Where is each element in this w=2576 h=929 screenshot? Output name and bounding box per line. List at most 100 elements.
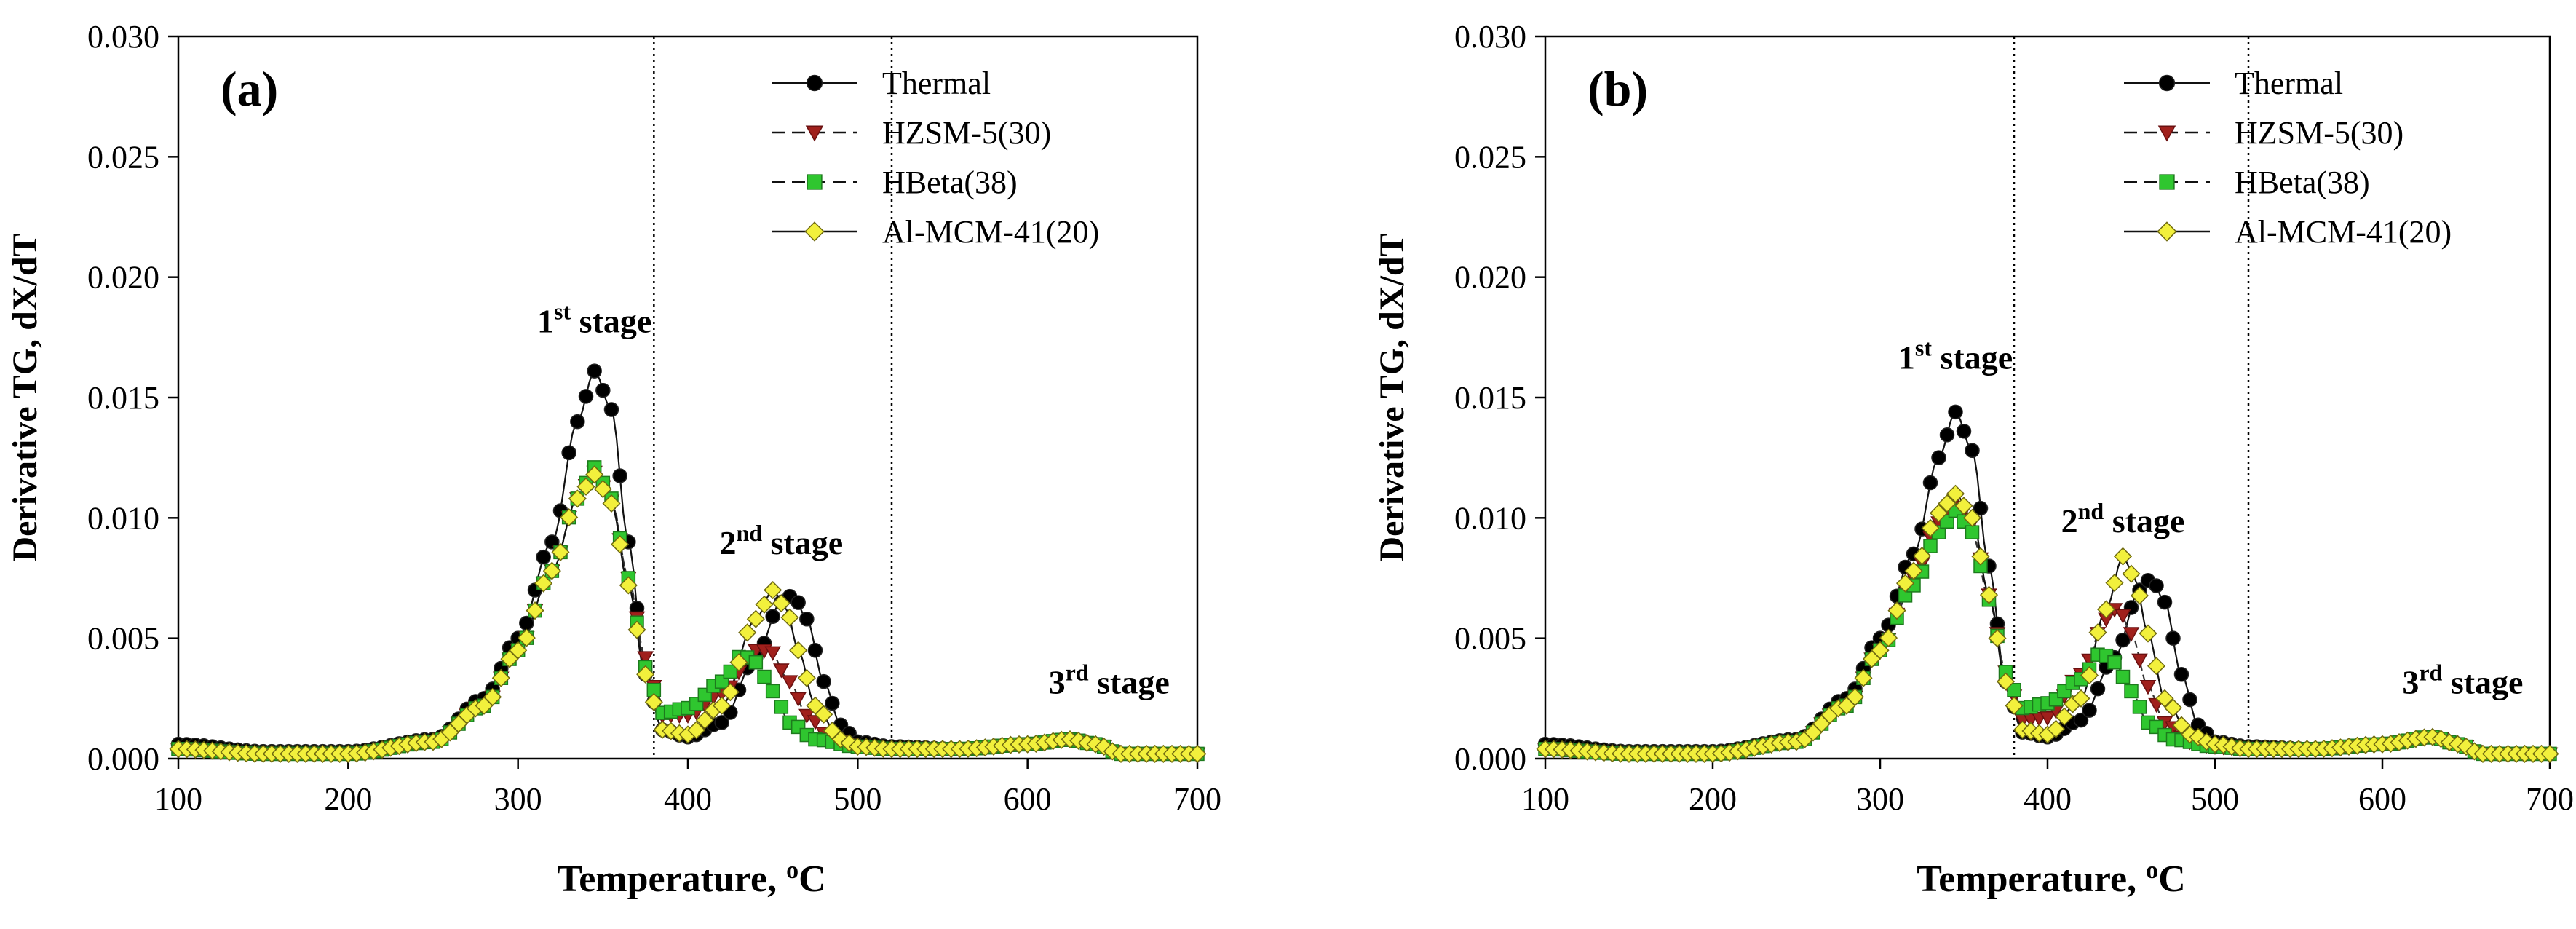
- legend-label: Al-MCM-41(20): [882, 214, 1099, 250]
- data-point: [602, 494, 621, 513]
- legend-label: HZSM-5(30): [882, 115, 1051, 151]
- data-point: [612, 468, 627, 483]
- x-tick-label: 500: [833, 781, 881, 817]
- data-point: [721, 683, 740, 702]
- x-tick-label: 100: [1521, 781, 1569, 817]
- data-point: [2139, 680, 2157, 695]
- data-point: [774, 700, 789, 714]
- legend-entry: Thermal: [2124, 66, 2343, 101]
- data-point: [534, 574, 553, 593]
- data-point: [797, 668, 816, 687]
- y-tick-label: 0.005: [1454, 621, 1526, 657]
- data-point: [2165, 630, 2181, 646]
- data-point: [723, 664, 738, 679]
- data-point: [2039, 711, 2056, 727]
- data-point: [636, 665, 655, 684]
- data-point: [1931, 450, 1946, 465]
- markers-al-mcm-41-20-: [1536, 484, 2559, 763]
- data-point: [2122, 564, 2141, 583]
- panel-label: (b): [1588, 61, 1648, 116]
- data-point: [593, 480, 612, 499]
- data-point: [517, 628, 536, 647]
- data-point: [807, 715, 824, 730]
- data-point: [1973, 500, 1989, 516]
- legend-label: HZSM-5(30): [2235, 115, 2403, 151]
- x-tick-label: 300: [494, 781, 542, 817]
- data-point: [1854, 668, 1873, 687]
- data-point: [1962, 508, 1982, 527]
- data-point: [1988, 629, 2007, 648]
- stage-annotation: 2nd stage: [719, 520, 843, 561]
- data-point: [1845, 687, 1865, 706]
- data-point: [2046, 719, 2066, 738]
- legend-label: Al-MCM-41(20): [2235, 214, 2452, 250]
- data-point: [603, 402, 619, 417]
- data-point: [595, 382, 611, 398]
- x-axis-label: Temperature, oC: [557, 857, 825, 901]
- x-tick-label: 400: [664, 781, 712, 817]
- x-tick-label: 500: [2191, 781, 2239, 817]
- data-point: [587, 363, 602, 379]
- data-point: [2182, 692, 2197, 708]
- x-tick-label: 700: [2526, 781, 2574, 817]
- data-point: [2105, 574, 2124, 593]
- data-point: [2072, 689, 2090, 708]
- data-point: [780, 608, 799, 627]
- data-point: [695, 711, 714, 730]
- legend-swatch-marker: [807, 174, 823, 190]
- panel-label: (a): [221, 61, 278, 116]
- data-point: [568, 489, 587, 508]
- legend-entry: Al-MCM-41(20): [772, 214, 1099, 250]
- data-point: [2082, 703, 2097, 718]
- data-point: [1965, 525, 1980, 539]
- data-point: [2147, 657, 2166, 676]
- data-point: [765, 684, 780, 699]
- y-tick-label: 0.020: [1454, 260, 1526, 296]
- stage-annotation: 2nd stage: [2061, 498, 2185, 539]
- data-point: [2115, 632, 2131, 648]
- data-point: [815, 705, 833, 724]
- data-point: [790, 692, 807, 707]
- data-point: [713, 696, 732, 715]
- data-point: [1954, 497, 1973, 515]
- data-point: [2090, 681, 2106, 697]
- x-tick-label: 200: [324, 781, 372, 817]
- data-point: [627, 620, 646, 639]
- data-point: [2096, 600, 2116, 619]
- data-point: [799, 611, 815, 627]
- y-tick-label: 0.000: [1454, 741, 1526, 777]
- data-point: [2073, 712, 2089, 728]
- legend-swatch-marker: [2159, 174, 2175, 190]
- data-point: [644, 692, 663, 711]
- data-point: [2172, 716, 2191, 735]
- legend: Thermal HZSM-5(30) HBeta(38) Al-MCM-41(20): [2124, 66, 2452, 250]
- data-point: [729, 653, 748, 672]
- data-point: [1939, 427, 1955, 443]
- data-point: [790, 595, 806, 610]
- data-point: [2123, 627, 2140, 642]
- data-point: [2149, 578, 2164, 593]
- data-point: [2157, 594, 2173, 610]
- legend-swatch-marker: [2157, 125, 2176, 142]
- data-point: [637, 651, 654, 666]
- data-point: [1946, 484, 1965, 503]
- data-point: [2115, 669, 2131, 684]
- data-point: [764, 580, 782, 600]
- data-point: [2163, 698, 2183, 717]
- data-point: [1996, 672, 2016, 691]
- data-point: [1965, 443, 1980, 458]
- y-tick-label: 0.030: [87, 19, 159, 55]
- data-point: [1921, 518, 1940, 537]
- data-point: [1904, 561, 1923, 580]
- data-point: [2088, 623, 2107, 642]
- data-point: [764, 646, 781, 661]
- x-axis-label: Temperature, oC: [1917, 857, 2185, 901]
- y-tick-label: 0.025: [87, 139, 159, 175]
- data-point: [1929, 504, 1949, 523]
- legend-label: Thermal: [882, 66, 991, 101]
- data-point: [570, 414, 585, 430]
- data-point: [2107, 655, 2122, 670]
- y-tick-label: 0.010: [87, 500, 159, 536]
- data-point: [772, 594, 790, 613]
